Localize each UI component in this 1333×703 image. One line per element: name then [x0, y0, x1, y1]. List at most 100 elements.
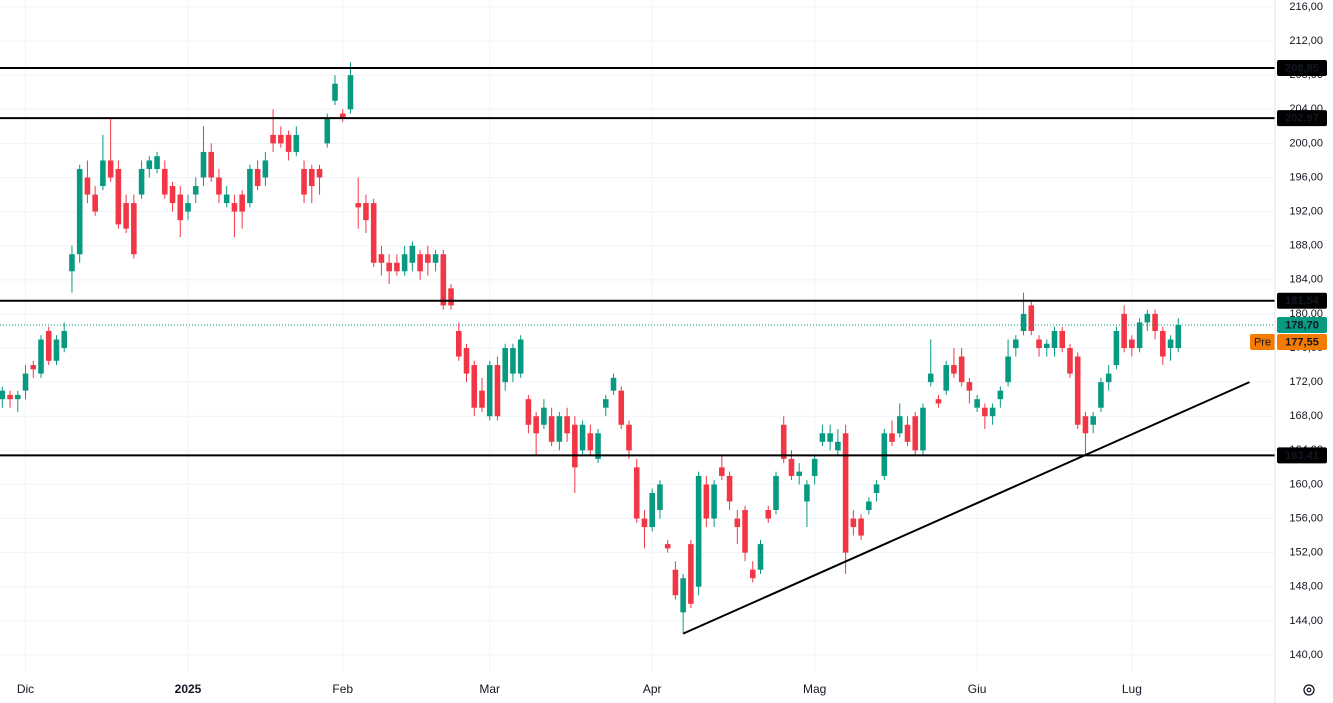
candle-body: [1005, 356, 1011, 383]
candle-body: [355, 203, 361, 208]
y-tick-label: 180,00: [1289, 308, 1323, 320]
candle-body: [525, 399, 532, 425]
candle-body: [448, 288, 454, 306]
candle-body: [231, 203, 238, 212]
candle-body: [15, 394, 21, 400]
candle-body: [1129, 339, 1135, 349]
candle-body: [131, 203, 137, 255]
candle-body: [285, 134, 292, 152]
candle-body: [695, 475, 702, 587]
y-tick-label: 192,00: [1289, 206, 1323, 218]
candle-body: [115, 168, 122, 225]
candle-body: [1175, 325, 1182, 349]
level-label: 202,97: [1285, 112, 1319, 124]
candle-body: [479, 390, 485, 408]
x-tick-label: 2025: [175, 682, 202, 696]
y-tick-label: 196,00: [1289, 171, 1323, 183]
candle-body: [726, 475, 733, 502]
candle-body: [595, 433, 601, 459]
candle-body: [920, 407, 926, 451]
x-tick-label: Dic: [17, 682, 34, 696]
candle-body: [912, 416, 919, 451]
candle-body: [633, 467, 640, 519]
candle-body: [572, 424, 578, 468]
candle-body: [216, 177, 222, 195]
premarket-tag: Pre: [1254, 336, 1271, 348]
candle-body: [1051, 330, 1058, 349]
candle-body: [471, 365, 478, 408]
settings-ring: [1303, 684, 1315, 696]
candle-body: [541, 407, 547, 425]
candle-body: [38, 339, 44, 374]
candle-body: [587, 433, 594, 451]
candle-body: [53, 339, 60, 361]
candle-body: [773, 475, 779, 511]
candle-body: [425, 254, 431, 263]
candle-body: [432, 254, 439, 263]
candle-body: [1059, 330, 1066, 349]
candle-body: [1136, 322, 1143, 349]
candle-body: [517, 339, 524, 374]
level-tag: [1277, 110, 1327, 127]
x-tick-label: Feb: [332, 682, 353, 696]
candle-body: [1144, 313, 1151, 323]
candle-body: [200, 151, 207, 178]
candle-body: [510, 348, 516, 374]
candle-body: [719, 467, 725, 476]
candle-body: [974, 399, 980, 408]
candle-body: [239, 194, 245, 212]
x-tick-label: Mar: [479, 682, 500, 696]
candle-body: [943, 365, 949, 391]
candle-body: [602, 399, 609, 408]
candle-body: [45, 330, 52, 361]
candle-body: [780, 424, 787, 459]
candle-body: [966, 382, 973, 391]
candle-body: [494, 365, 501, 417]
candle-body: [958, 356, 965, 383]
candle-body: [742, 510, 748, 553]
candle-body: [989, 407, 996, 417]
candle-body: [208, 151, 214, 178]
candle-body: [138, 168, 145, 195]
candle-body: [123, 203, 129, 229]
candle-body: [1167, 339, 1174, 349]
candle-body: [858, 518, 864, 536]
candle-body: [850, 518, 857, 528]
candle-body: [363, 203, 369, 221]
candle-body: [842, 433, 849, 553]
candle-body: [618, 390, 625, 425]
candle-body: [1028, 305, 1035, 331]
candle-body: [146, 160, 153, 169]
candle-body: [1121, 313, 1127, 349]
level-label: 163,41: [1285, 450, 1319, 462]
premarket-badge: [1250, 334, 1275, 351]
candle-body: [455, 330, 462, 357]
candle-body: [757, 544, 764, 570]
trend-line: [682, 381, 1250, 635]
candle-body: [1105, 373, 1112, 383]
candle-body: [301, 168, 307, 195]
candle-body: [1082, 416, 1089, 434]
level-tag: [1277, 292, 1327, 309]
candle-body: [680, 578, 686, 613]
settings-icon[interactable]: [1303, 684, 1315, 696]
candle-body: [278, 134, 284, 144]
candle-body: [22, 373, 29, 391]
settings-hub: [1306, 687, 1312, 693]
candle-body: [649, 492, 655, 528]
candle-body: [935, 399, 942, 404]
y-tick-label: 148,00: [1289, 581, 1323, 593]
last-price-label: 178,70: [1285, 319, 1319, 331]
x-tick-label: Apr: [643, 682, 662, 696]
candle-body: [711, 484, 717, 519]
candle-body: [463, 348, 470, 374]
candle-body: [804, 484, 810, 502]
candle-body: [672, 569, 679, 596]
candle-body: [1067, 348, 1073, 374]
x-tick-label: Giu: [968, 682, 987, 696]
candle-body: [610, 377, 617, 391]
candle-body: [703, 484, 710, 519]
candle-body: [262, 160, 269, 178]
candle-body: [749, 569, 756, 579]
last-price-tag: [1277, 317, 1327, 334]
